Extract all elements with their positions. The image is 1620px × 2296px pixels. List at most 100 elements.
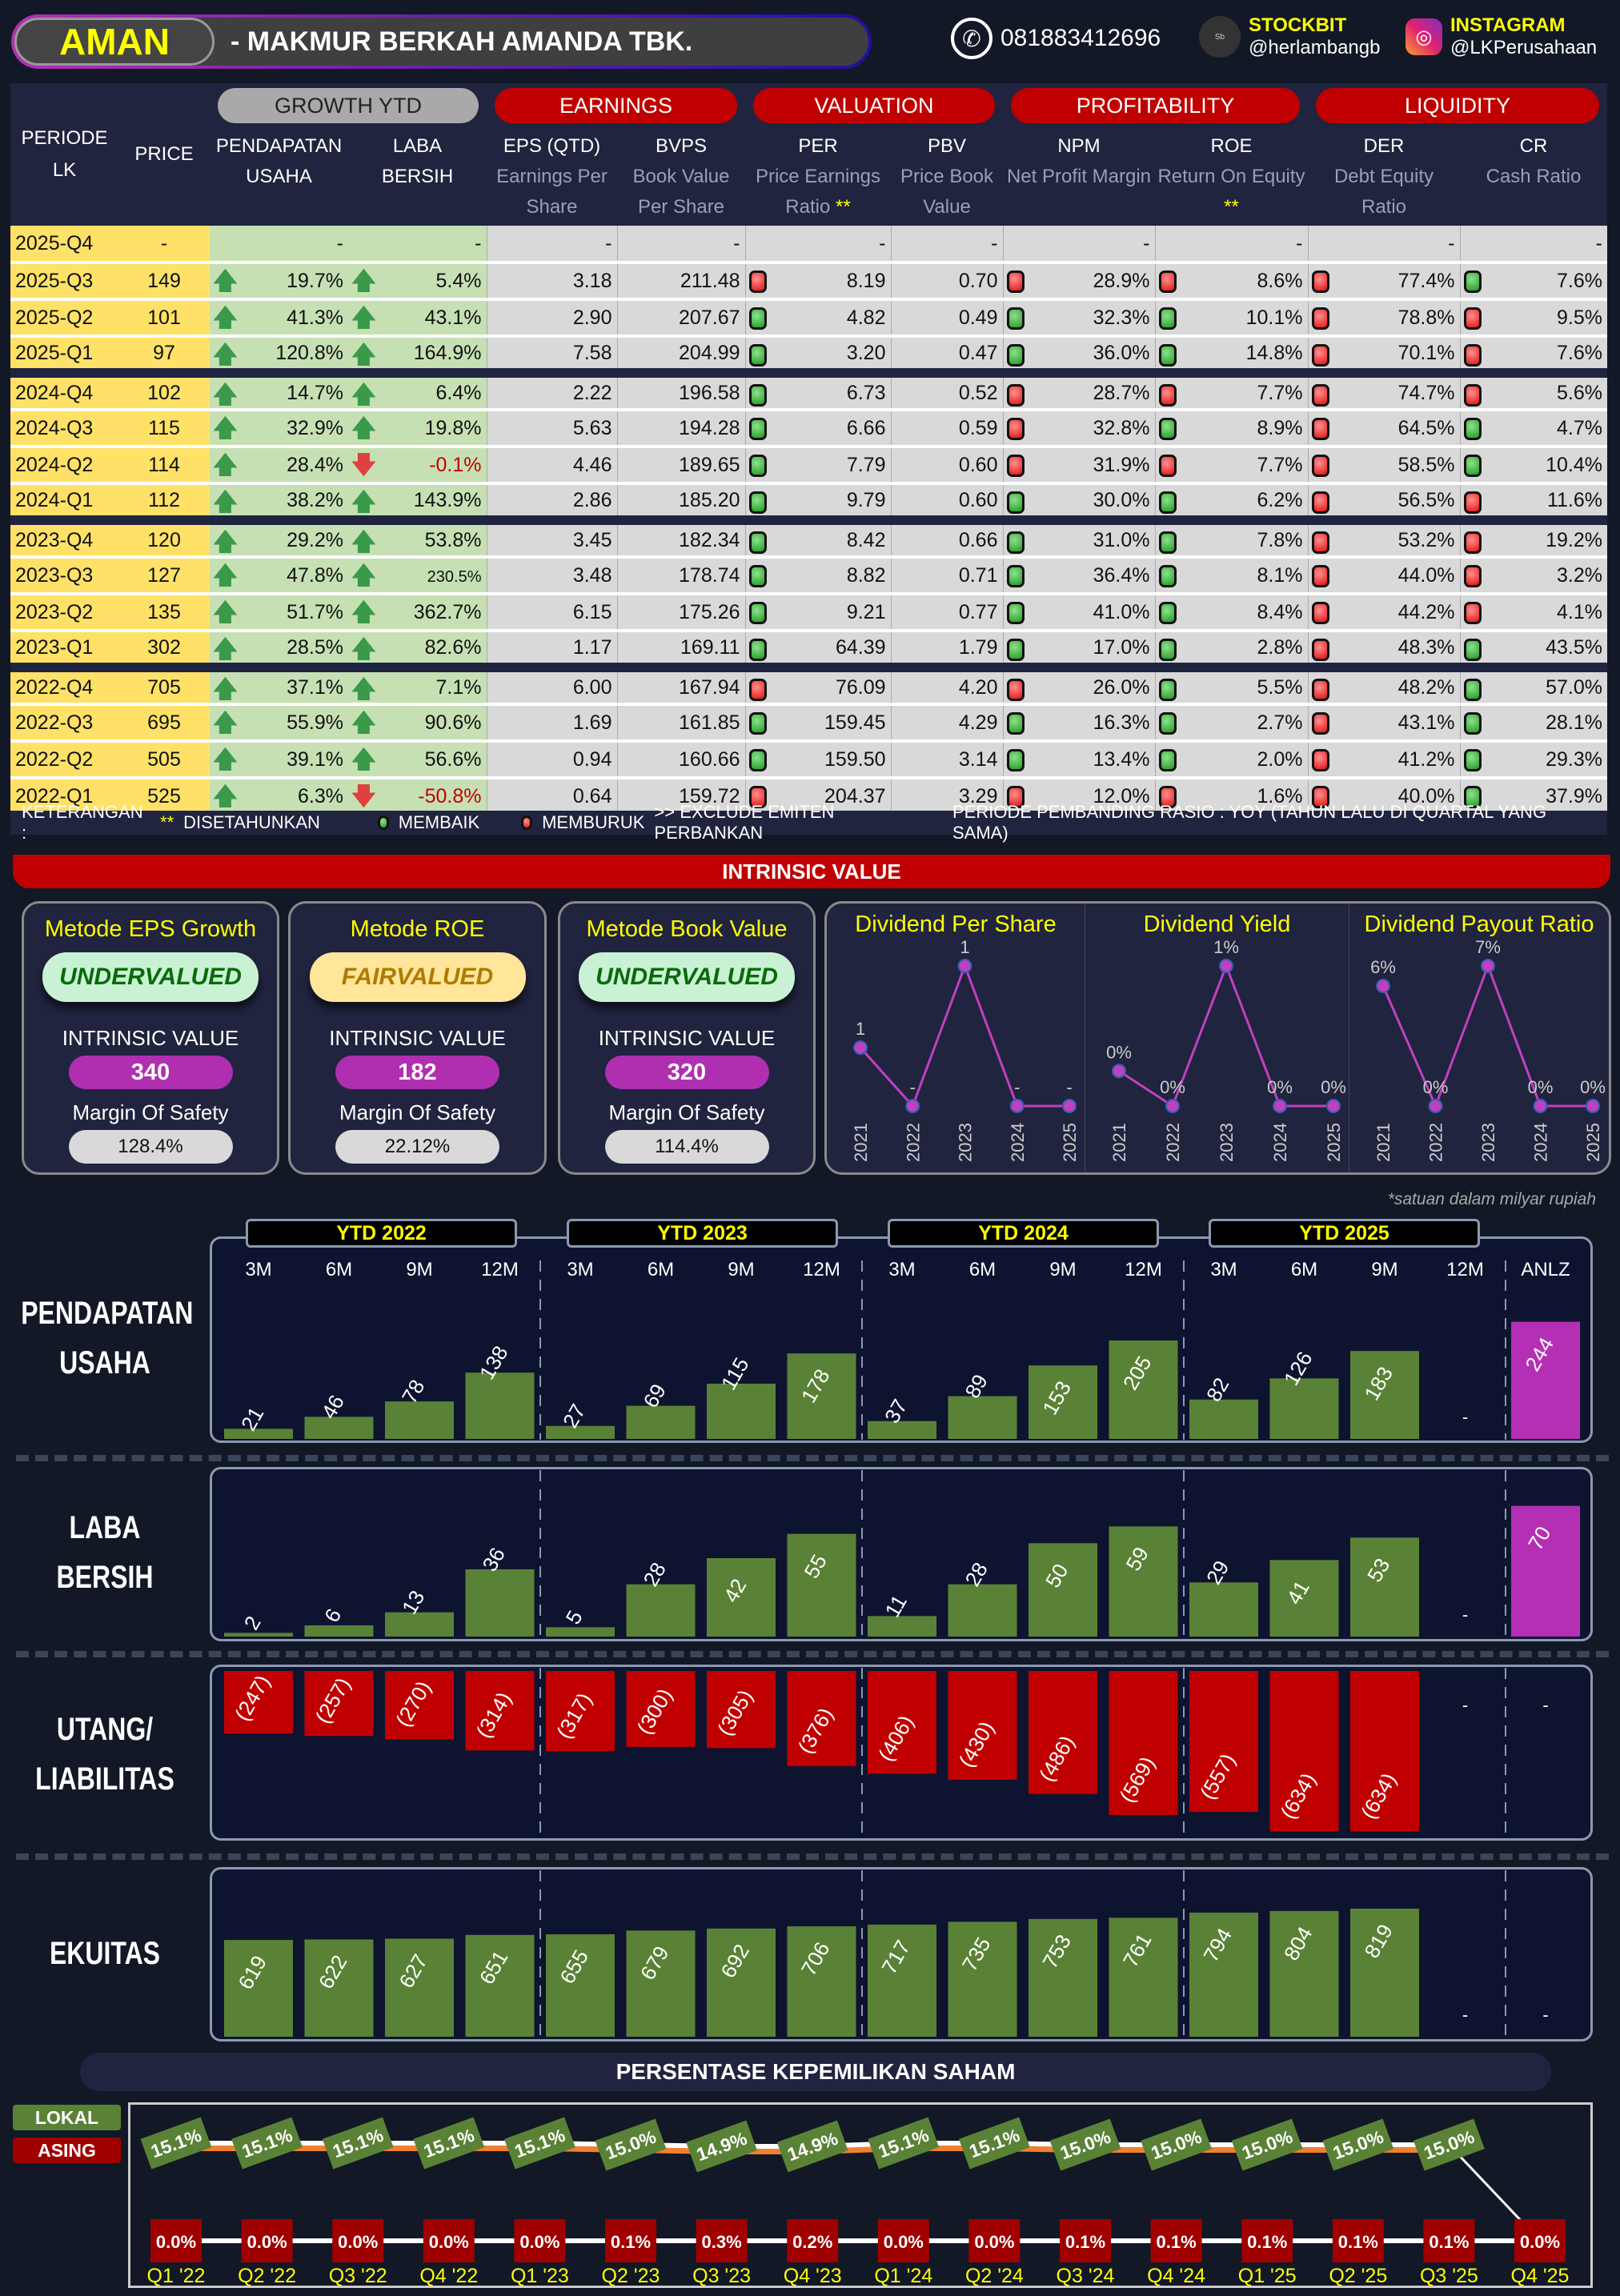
cell-eps: 3.18 — [486, 262, 617, 301]
revenue-label: PENDAPATAN USAHA — [21, 1296, 194, 1380]
cell-value: 4.82 — [846, 306, 886, 329]
red-indicator-icon — [1463, 565, 1482, 587]
cell-bvps: 161.85 — [616, 704, 745, 743]
cell-value: 8.9% — [1257, 416, 1303, 439]
cell-per: 8.82 — [744, 557, 891, 595]
red-indicator-icon — [1311, 639, 1329, 661]
cell-pbv: 3.14 — [890, 741, 1003, 779]
cell-cr: 7.6% — [1459, 336, 1607, 378]
green-indicator-icon — [1006, 712, 1025, 735]
quarter-label: Q3 '23 — [692, 2265, 751, 2287]
cell-revenue-growth: 🡅 37.1% — [210, 667, 348, 706]
dividend-label: 0% — [1528, 1077, 1554, 1097]
arrow-up-icon: 🡅 — [213, 342, 238, 368]
empty-bar-label: - — [1542, 2005, 1548, 2025]
whatsapp-icon: ✆ — [951, 18, 992, 59]
legend-compare: PERIODE PEMBANDING RASIO : YOY (TAHUN LA… — [952, 802, 1547, 843]
cell-cr: 28.1% — [1459, 704, 1607, 743]
intrinsic-card: Metode ROE FAIRVALUED INTRINSIC VALUE 182 Ma… — [288, 901, 547, 1175]
asing-value-label: 0.2% — [792, 2232, 832, 2252]
green-indicator-icon — [748, 639, 767, 661]
green-indicator-icon — [748, 712, 767, 735]
cell-value: 149 — [147, 269, 181, 292]
cell-per: 64.39 — [744, 631, 891, 672]
dividend-label: - — [1066, 1077, 1072, 1097]
dividend-label: - — [1014, 1077, 1020, 1097]
cell-value: 2022-Q1 — [15, 784, 94, 807]
bar — [1189, 1399, 1258, 1439]
cell-value: 112 — [148, 488, 180, 511]
cell-value: 120.8% — [275, 341, 343, 364]
cell-value: 127 — [147, 563, 181, 587]
cell-revenue-growth: 🡅 19.7% — [210, 262, 348, 301]
table-legend: KETERANGAN : ** DISETAHUNKAN MEMBAIK MEM… — [10, 802, 1607, 843]
bar — [626, 1930, 696, 2037]
cell-der: 44.2% — [1307, 594, 1460, 632]
stockbit-contact[interactable]: Sb STOCKBIT @herlambangb — [1199, 14, 1380, 59]
cell-price: - — [118, 226, 210, 264]
dividend-payout-chart: Dividend Payout Ratio 6% 2021 0% 2022 7% 2023 0… — [1364, 912, 1606, 1162]
cell-value: 7.6% — [1557, 341, 1602, 364]
arrow-down-icon: 🡇 — [351, 783, 376, 810]
cell-value: 6.73 — [846, 381, 886, 404]
arrow-up-icon: 🡅 — [351, 599, 376, 626]
green-indicator-icon — [1006, 639, 1025, 661]
bar — [787, 1671, 856, 1766]
cell-revenue-growth: 🡅 32.9% — [210, 410, 348, 448]
red-indicator-icon — [1311, 531, 1329, 554]
cell-pbv: 0.60 — [890, 483, 1003, 525]
dividend-point — [1165, 1099, 1180, 1113]
cell-period: 2023-Q2 — [10, 594, 118, 632]
red-indicator-icon — [1158, 270, 1177, 293]
stockbit-logo-icon: Sb — [1199, 16, 1241, 58]
green-indicator-icon — [1463, 712, 1482, 735]
cell-value: 0.49 — [958, 306, 998, 329]
cell-value: 160.66 — [679, 747, 740, 771]
cell-eps: 4.46 — [486, 447, 617, 485]
year-label: 2021 — [1373, 1123, 1393, 1162]
cell-value: 0.70 — [958, 269, 998, 292]
arrow-up-icon: 🡅 — [213, 415, 238, 442]
green-indicator-icon — [1463, 455, 1482, 477]
cell-price: 112 — [118, 483, 210, 525]
cell-value: 41.3% — [287, 306, 343, 329]
cell-cr: - — [1459, 226, 1607, 264]
arrow-up-icon: 🡅 — [351, 636, 376, 663]
whatsapp-contact[interactable]: ✆ 081883412696 — [951, 18, 1161, 59]
empty-bar-label: - — [1462, 1407, 1468, 1427]
cell-value: 204.99 — [679, 341, 740, 364]
cell-value: 1.17 — [572, 635, 612, 659]
quarter-label: Q2 '24 — [965, 2265, 1024, 2287]
asing-marker — [605, 2219, 656, 2262]
cell-period: 2024-Q4 — [10, 373, 118, 411]
cell-bvps: 178.74 — [616, 557, 745, 595]
cell-value: 2023-Q3 — [15, 563, 94, 587]
table-row: 2024-Q1 112 🡅 38.2% 🡅 143.9% 2.86 185.20 9.79 0.6… — [10, 483, 1607, 525]
cell-revenue-growth: 🡅 51.7% — [210, 594, 348, 632]
cell-value: 2023-Q2 — [15, 600, 94, 623]
cell-pbv: 0.77 — [890, 594, 1003, 632]
cell-net-income-growth: 🡇 -50.8% — [348, 778, 487, 816]
header-npm: NPM Net Profit Margin — [1003, 128, 1155, 226]
bar — [1350, 1351, 1419, 1439]
bar — [224, 1940, 293, 2037]
empty-bar-label: - — [1462, 1695, 1468, 1715]
cell-revenue-growth: 🡅 39.1% — [210, 741, 348, 779]
cell-roe: 14.8% — [1154, 336, 1308, 378]
cell-eps: 6.00 — [486, 667, 617, 706]
cell-value: 2024-Q4 — [15, 381, 94, 404]
cell-value: 31.0% — [1093, 528, 1150, 551]
instagram-contact[interactable]: ◎ INSTAGRAM @LKPerusahaan — [1405, 14, 1597, 59]
cell-value: 211.48 — [680, 269, 740, 292]
group-profitability: PROFITABILITY — [1003, 83, 1308, 128]
cell-value: 74.7% — [1397, 381, 1455, 404]
cell-value: 4.1% — [1557, 600, 1602, 623]
intrinsic-value: 320 — [604, 1056, 769, 1089]
arrow-up-icon: 🡅 — [351, 305, 376, 331]
cell-roe: 7.8% — [1154, 520, 1308, 559]
header-bvps: BVPS Book Value Per Share — [617, 128, 745, 226]
quarter-label: Q1 '22 — [147, 2265, 206, 2287]
quarter-label: Q4 '22 — [419, 2265, 478, 2287]
cell-period: 2023-Q3 — [10, 557, 118, 595]
period-label: 3M — [245, 1259, 271, 1280]
